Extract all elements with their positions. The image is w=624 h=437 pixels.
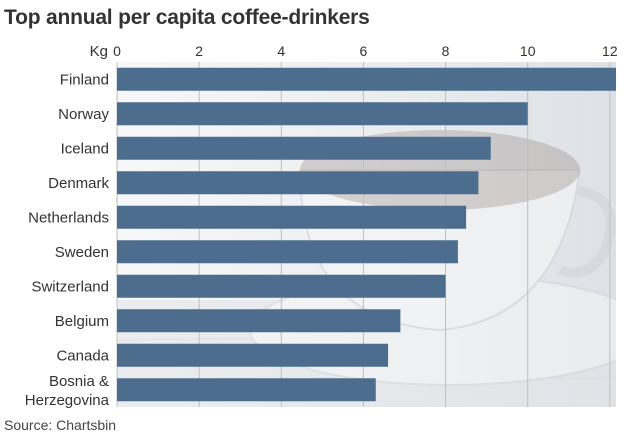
category-label: Sweden (55, 244, 109, 261)
source-note: Source: Chartsbin (4, 417, 117, 433)
bar (117, 309, 401, 333)
bar (117, 274, 446, 298)
x-axis-ticks: 0 2 4 6 8 10 12 (113, 43, 618, 59)
bar (117, 205, 467, 229)
category-label: Bosnia & Herzegovina (25, 373, 110, 409)
x-tick-label: 0 (113, 43, 121, 59)
x-tick-label: 2 (195, 43, 203, 59)
bar (117, 378, 376, 402)
category-label: Switzerland (31, 278, 109, 295)
x-tick-label: 10 (520, 43, 536, 59)
x-axis-unit-label: Kg (90, 43, 108, 60)
category-label: Finland (60, 71, 109, 88)
category-label: Netherlands (28, 209, 109, 226)
category-label: Iceland (61, 140, 109, 157)
category-labels: Finland Norway Iceland Denmark Netherlands Sw… (25, 71, 110, 409)
x-tick-label: 6 (360, 43, 368, 59)
category-label: Canada (56, 347, 109, 364)
x-tick-label: 8 (442, 43, 450, 59)
category-label: Norway (58, 106, 109, 123)
bar (117, 343, 389, 367)
bar (117, 67, 616, 91)
category-label: Denmark (48, 175, 109, 192)
category-label: Belgium (55, 313, 109, 330)
bar (117, 136, 491, 160)
x-tick-label: 4 (277, 43, 285, 59)
bar (117, 171, 479, 195)
bar (117, 240, 458, 264)
bars (117, 67, 616, 402)
bar (117, 102, 528, 126)
x-tick-label: 12 (602, 43, 618, 59)
chart-title: Top annual per capita coffee-drinkers (4, 6, 370, 29)
